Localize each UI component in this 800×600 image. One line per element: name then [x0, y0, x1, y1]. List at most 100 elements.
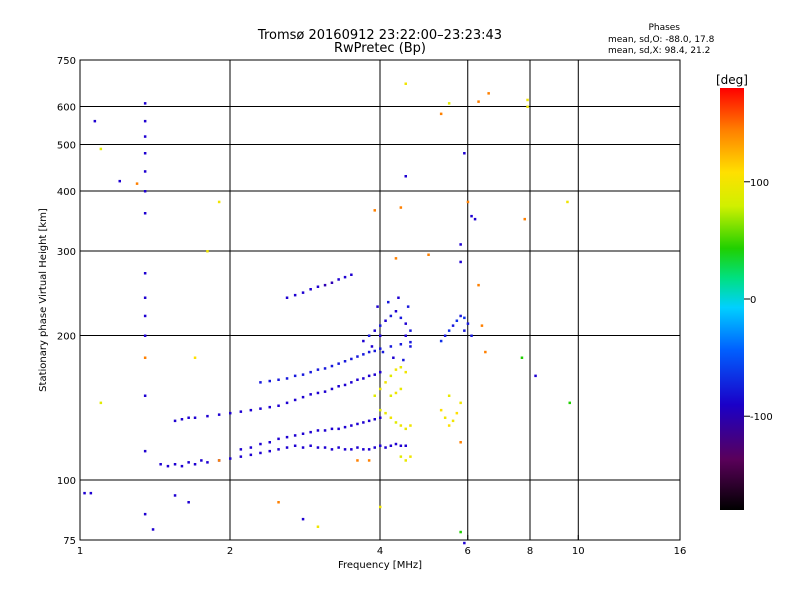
data-point — [323, 283, 327, 287]
data-point — [285, 296, 289, 299]
data-point — [143, 512, 147, 516]
data-point — [447, 424, 451, 427]
data-point — [463, 316, 466, 320]
data-point — [343, 448, 347, 451]
data-point — [293, 444, 297, 447]
data-points — [83, 82, 571, 545]
data-point — [443, 334, 447, 337]
data-point — [301, 517, 305, 521]
data-point — [187, 501, 190, 504]
data-point — [99, 401, 103, 405]
data-point — [193, 356, 197, 359]
data-point — [439, 339, 443, 343]
data-point — [379, 444, 382, 447]
data-point — [293, 398, 297, 402]
data-point — [249, 453, 253, 457]
x-tick-label: 16 — [674, 546, 687, 557]
data-point — [399, 316, 403, 320]
data-point — [480, 324, 484, 327]
data-point — [459, 441, 462, 444]
data-point — [470, 334, 473, 337]
data-point — [337, 385, 340, 388]
data-point — [376, 305, 379, 308]
data-point — [379, 324, 382, 327]
data-point — [447, 394, 451, 397]
data-point — [451, 324, 455, 327]
data-point — [143, 190, 147, 193]
data-point — [379, 347, 382, 350]
data-point — [534, 374, 537, 378]
data-point — [350, 357, 353, 361]
data-point — [285, 435, 289, 439]
data-point — [394, 442, 398, 446]
data-point — [459, 314, 462, 318]
data-point — [143, 119, 147, 123]
data-point — [135, 182, 139, 185]
data-point — [384, 381, 387, 384]
data-point — [404, 444, 407, 447]
data-point — [143, 170, 147, 173]
y-tick-label: 300 — [57, 247, 76, 258]
data-point — [187, 461, 190, 464]
data-point — [239, 410, 243, 413]
data-point — [389, 374, 393, 378]
data-point — [399, 387, 403, 391]
data-point — [399, 206, 403, 209]
data-point — [389, 444, 393, 447]
data-point — [379, 505, 382, 509]
data-point — [350, 273, 353, 276]
data-point — [259, 381, 262, 384]
data-point — [187, 416, 190, 419]
grid-lines — [80, 60, 680, 540]
data-point — [309, 393, 312, 396]
data-point — [350, 448, 353, 451]
colorbar-ticks: -100 0 100 — [744, 178, 773, 423]
data-point — [362, 448, 365, 451]
data-point — [384, 411, 387, 415]
data-point — [362, 421, 365, 424]
data-point — [89, 491, 93, 495]
data-point — [337, 427, 340, 431]
data-point — [399, 343, 403, 346]
data-point — [285, 377, 289, 380]
data-point — [268, 441, 271, 444]
data-point — [316, 429, 320, 432]
y-tick-label: 500 — [57, 141, 76, 152]
data-point — [343, 383, 347, 387]
data-point — [337, 362, 340, 365]
data-point — [350, 381, 353, 384]
data-point — [439, 112, 443, 116]
data-point — [217, 200, 221, 204]
data-point — [373, 209, 376, 212]
stats-o-line: mean, sd,O: -88.0, 17.8 — [608, 35, 715, 45]
y-tick-labels: 75 100 200 300 400 500 600 750 — [57, 56, 76, 547]
data-point — [143, 135, 147, 138]
x-tick-label: 4 — [377, 546, 383, 557]
colorbar-label: [deg] — [716, 73, 748, 87]
data-point — [316, 446, 320, 449]
data-point — [389, 314, 393, 318]
y-tick-label: 75 — [63, 536, 76, 547]
data-point — [259, 442, 262, 446]
x-tick-labels: 1 2 4 6 8 10 16 — [77, 535, 687, 557]
data-point — [397, 296, 400, 299]
data-point — [394, 421, 398, 424]
data-point — [193, 463, 197, 466]
data-point — [143, 152, 147, 155]
data-point — [193, 416, 197, 419]
data-point — [330, 364, 334, 368]
data-point — [470, 214, 473, 218]
data-point — [151, 528, 155, 531]
y-tick-label: 600 — [57, 103, 76, 114]
data-point — [143, 356, 147, 359]
data-point — [399, 455, 403, 458]
data-point — [239, 448, 243, 451]
data-point — [293, 374, 297, 378]
data-point — [477, 100, 480, 103]
data-point — [206, 461, 209, 464]
data-point — [389, 345, 393, 348]
data-point — [343, 360, 347, 363]
data-point — [277, 448, 280, 451]
data-point — [367, 334, 371, 337]
data-point — [373, 418, 376, 421]
